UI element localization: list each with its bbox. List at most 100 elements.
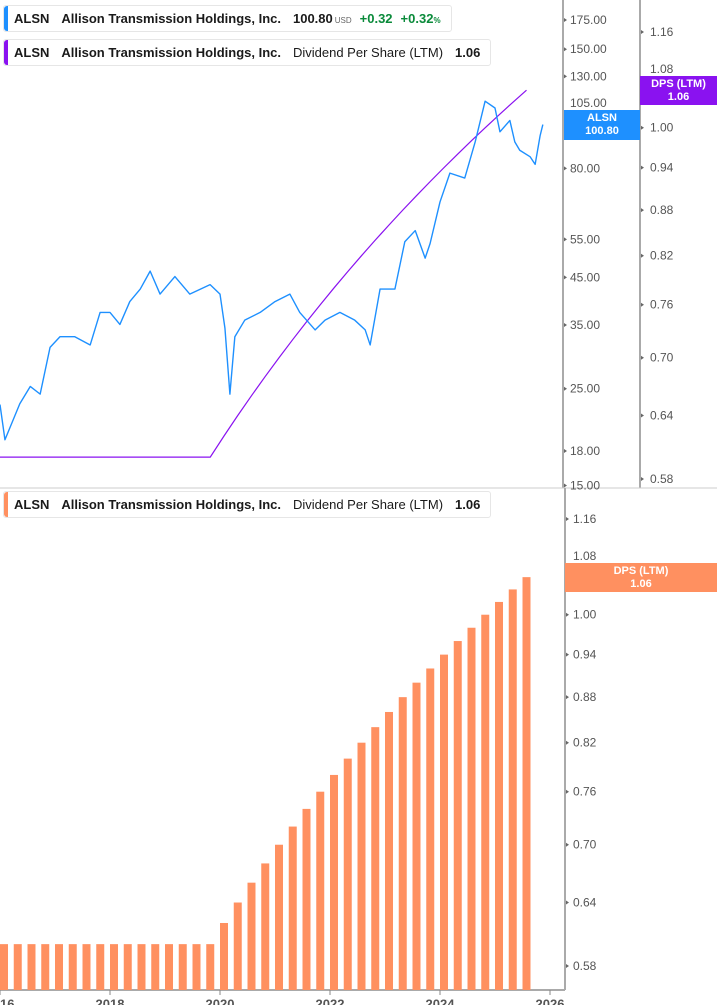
dps-axis-tick: [641, 477, 644, 481]
dps-bar-axis-tick: [566, 652, 569, 657]
price-axis-tick: [564, 449, 567, 453]
dps-bar-axis-label: 0.64: [573, 896, 597, 910]
dps-bar: [165, 944, 173, 990]
legend-currency: USD: [334, 15, 352, 25]
dps-bar-axis-label: 1.08: [573, 549, 597, 563]
dps-bar: [110, 944, 118, 990]
dps-bar-axis-label: 1.16: [573, 512, 597, 526]
dps-bar-axis-tick: [566, 964, 569, 968]
price-tag-label: ALSN: [587, 112, 617, 124]
dps-axis-tick: [641, 413, 644, 418]
dps-axis-label: 0.70: [650, 351, 674, 365]
dps-axis-tick: [641, 302, 644, 307]
price-axis-label: 105.00: [570, 96, 607, 110]
dps-bar-axis-tick: [566, 612, 569, 617]
dps-bar: [27, 944, 36, 990]
price-axis-label: 130.00: [570, 69, 607, 83]
dps-bar-color-swatch: [4, 492, 8, 517]
dps-axis-label: 0.94: [650, 161, 674, 175]
dps-tag-label: DPS (LTM): [613, 564, 669, 577]
dps-axis-tick: [641, 253, 644, 258]
change-pct-value: +0.32: [400, 11, 434, 26]
dps-bar-axis-label: 0.58: [573, 959, 597, 973]
legend-ticker: ALSN: [14, 497, 50, 512]
dps-bar: [343, 758, 352, 990]
dps-bar: [206, 944, 215, 990]
legend-change-pct: +0.32%: [401, 11, 441, 26]
price-axis-tick: [564, 322, 567, 327]
dps-bar: [68, 944, 77, 990]
price-axis-label: 80.00: [570, 161, 600, 175]
dps-bar: [13, 944, 22, 990]
dps-bar: [412, 682, 421, 990]
pct-sign: %: [433, 16, 441, 25]
dps-axis-tick: [641, 30, 644, 34]
dps-bar: [426, 668, 435, 990]
price-tag-value: 100.80: [585, 125, 619, 137]
dps-bar: [522, 577, 531, 990]
dps-legend-bottom[interactable]: ALSN Allison Transmission Holdings, Inc.…: [3, 491, 492, 518]
dps-bar-axis-tick: [566, 900, 569, 905]
price-axis-tick: [564, 275, 567, 280]
dps-bar-axis-tick: [566, 789, 569, 794]
time-axis-label: 2018: [96, 997, 125, 1005]
dps-axis-label: 0.76: [650, 298, 674, 312]
legend-company: Allison Transmission Holdings, Inc.: [61, 11, 281, 26]
dps-bar: [261, 863, 270, 990]
dps-bar-axis-label: 0.94: [573, 648, 597, 662]
dps-bar-axis-tick: [566, 695, 569, 700]
dps-bar: [385, 711, 393, 990]
price-axis-tick: [564, 166, 567, 171]
time-axis-label: 2024: [426, 997, 456, 1005]
dps-axis-tick: [641, 208, 644, 213]
dps-line: [0, 89, 527, 458]
legend-value: 1.06: [455, 45, 481, 60]
dps-legend-top[interactable]: ALSN Allison Transmission Holdings, Inc.…: [3, 39, 492, 66]
price-axis-label: 45.00: [570, 270, 600, 284]
dps-axis-label: 0.88: [650, 203, 674, 217]
price-axis-label: 35.00: [570, 318, 600, 332]
dps-tag-value: 1.06: [667, 90, 690, 103]
legend-metric: Dividend Per Share (LTM): [292, 45, 444, 60]
price-axis-label: 55.00: [570, 232, 600, 246]
dps-axis-label: 1.00: [650, 121, 674, 135]
dps-tag-label: DPS (LTM): [651, 77, 706, 90]
price-axis-label: 15.00: [570, 479, 600, 493]
dps-bar: [55, 944, 63, 990]
price-axis-tick: [564, 237, 567, 242]
time-axis-label: 2022: [316, 997, 345, 1005]
price-axis-tick: [564, 483, 567, 488]
price-axis-label: 18.00: [570, 444, 600, 458]
dps-bar: [440, 654, 448, 990]
price-color-swatch: [4, 6, 8, 31]
dps-tag-top: DPS (LTM) 1.06: [640, 76, 717, 105]
legend-company: Allison Transmission Holdings, Inc.: [61, 497, 281, 512]
dps-bar: [275, 844, 283, 990]
dps-bar-axis-label: 0.70: [573, 838, 597, 852]
dps-bar: [0, 944, 8, 990]
dps-tag-bottom: DPS (LTM) 1.06: [565, 563, 717, 592]
price-legend[interactable]: ALSN Allison Transmission Holdings, Inc.…: [3, 5, 452, 32]
time-axis-label: 2016: [0, 997, 14, 1005]
legend-company: Allison Transmission Holdings, Inc.: [61, 45, 281, 60]
price-tag: ALSN 100.80: [564, 110, 640, 140]
dps-bar-axis-label: 0.76: [573, 785, 597, 799]
dps-bar-axis-tick: [566, 517, 569, 521]
price-axis-tick: [564, 386, 567, 391]
price-axis-label: 25.00: [570, 382, 600, 396]
legend-price: 100.80: [292, 11, 333, 26]
dps-bar: [467, 627, 476, 990]
dps-tag-value: 1.06: [630, 577, 652, 590]
dps-bar: [178, 944, 187, 990]
dps-color-swatch: [4, 40, 8, 65]
price-axis-label: 175.00: [570, 13, 607, 27]
dps-bar: [453, 641, 462, 990]
dps-axis-label: 0.58: [650, 472, 674, 486]
dps-axis-label: 0.82: [650, 249, 674, 263]
dps-bar: [371, 727, 380, 990]
dps-bar: [123, 944, 132, 990]
time-axis-label: 2020: [206, 997, 235, 1005]
legend-ticker: ALSN: [14, 11, 50, 26]
dps-bar: [288, 826, 297, 990]
dps-bar: [330, 774, 338, 990]
